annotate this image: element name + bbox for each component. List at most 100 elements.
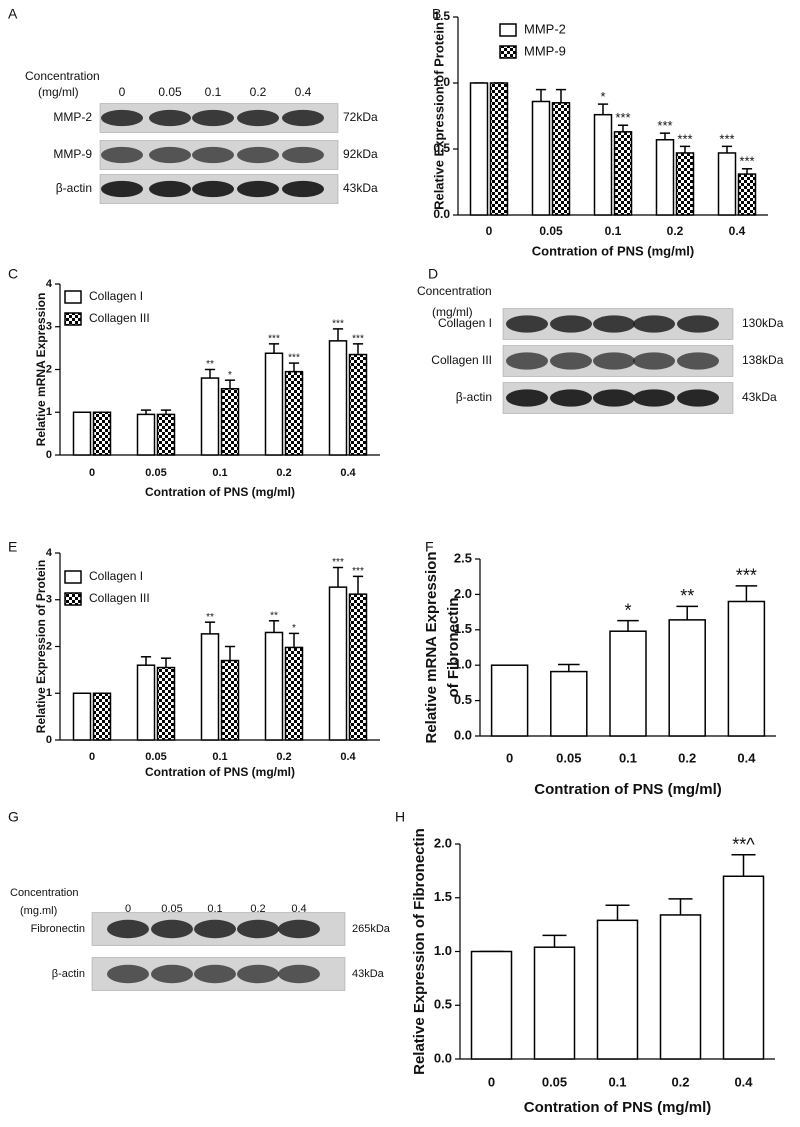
blot-band	[192, 180, 234, 198]
legend-label: MMP-9	[524, 43, 566, 58]
x-tick-label: 0.4	[340, 467, 356, 479]
y-axis-label: Relative Expression of Fibronectin	[411, 828, 428, 1075]
blot-band	[237, 180, 279, 198]
bar	[659, 914, 702, 1060]
x-tick-label: 0.2	[276, 467, 291, 479]
y-tick-label: 1.0	[433, 75, 450, 89]
lane-label: 0.4	[295, 85, 312, 99]
legend-swatch	[64, 312, 82, 326]
panel-letter: E	[8, 539, 17, 555]
blot-band	[107, 919, 149, 939]
bar	[264, 352, 284, 456]
bar	[72, 692, 92, 741]
blot-band	[151, 919, 193, 939]
blot-band	[149, 146, 191, 164]
bar	[284, 646, 304, 741]
significance: *	[228, 370, 232, 381]
bar	[533, 946, 576, 1060]
panel-letter: G	[8, 809, 19, 825]
bar	[490, 664, 529, 737]
blot-header: Concentration	[25, 69, 100, 83]
bar	[655, 139, 675, 216]
bar	[593, 113, 613, 216]
x-tick-label: 0	[488, 1074, 495, 1089]
y-tick-label: 2.5	[454, 550, 472, 565]
panel-letter: B	[432, 6, 441, 22]
significance: ***	[332, 557, 344, 568]
legend-swatch	[64, 290, 82, 304]
row-name: Fibronectin	[31, 923, 85, 935]
row-name: MMP-2	[53, 110, 92, 124]
row-name: Collagen III	[431, 353, 492, 367]
blot-band	[192, 109, 234, 127]
bar	[156, 666, 176, 741]
bar	[470, 950, 513, 1060]
row-name: MMP-9	[53, 147, 92, 161]
x-tick-label: 0.05	[539, 224, 563, 238]
x-tick-label: 0.4	[729, 224, 746, 238]
y-tick-label: 0.5	[433, 141, 450, 155]
y-tick-label: 4	[46, 278, 53, 290]
bar	[220, 387, 240, 456]
blot-header: Concentration	[417, 284, 492, 298]
significance: ***	[677, 131, 692, 146]
blot-band	[677, 352, 719, 370]
panel-letter: A	[8, 6, 18, 22]
y-tick-label: 1	[46, 687, 52, 699]
panel-letter: D	[428, 266, 438, 282]
bar	[284, 370, 304, 456]
bar	[92, 692, 112, 741]
blot-header: Concentration	[10, 887, 79, 899]
bar	[136, 664, 156, 741]
legend-label: Collagen III	[89, 311, 150, 325]
blot-band	[677, 315, 719, 333]
blot-band	[506, 352, 548, 370]
legend-swatch	[64, 592, 82, 606]
blot-band	[149, 180, 191, 198]
y-tick-label: 2.0	[434, 835, 452, 850]
row-size: 43kDa	[352, 968, 385, 980]
legend-swatch	[64, 570, 82, 584]
bar	[551, 102, 571, 216]
blot-band	[278, 919, 320, 939]
lane-label: 0.2	[250, 903, 265, 915]
bar	[328, 340, 348, 456]
panel-letter: H	[395, 809, 405, 825]
bar	[220, 659, 240, 741]
y-tick-label: 1.0	[454, 657, 472, 672]
panel-letter: F	[425, 539, 434, 555]
bar	[550, 670, 588, 737]
y-axis-label: Relative mRNA Expression	[423, 551, 440, 743]
blot-band	[593, 352, 635, 370]
y-tick-label: 2	[46, 640, 52, 652]
blot-band	[550, 352, 592, 370]
significance: **	[270, 610, 278, 621]
y-tick-label: 0.5	[434, 997, 452, 1012]
bar	[668, 619, 706, 737]
bar	[156, 413, 176, 456]
bar	[675, 152, 695, 216]
y-tick-label: 4	[46, 547, 53, 559]
y-tick-label: 0.0	[454, 727, 472, 742]
row-size: 43kDa	[343, 181, 378, 195]
significance: **^	[732, 835, 755, 855]
row-name: Collagen I	[438, 316, 492, 330]
blot-band	[194, 919, 236, 939]
y-axis-label: Relative Expression of Protein	[431, 22, 446, 210]
blot-band	[550, 315, 592, 333]
x-tick-label: 0.05	[145, 751, 166, 763]
significance: **	[206, 612, 214, 623]
legend-label: Collagen I	[89, 569, 143, 583]
x-tick-label: 0.2	[276, 751, 291, 763]
x-tick-label: 0	[506, 750, 513, 765]
bar	[328, 586, 348, 741]
y-tick-label: 1.5	[434, 889, 452, 904]
y-tick-label: 0	[46, 449, 52, 461]
row-size: 43kDa	[742, 390, 777, 404]
bar	[609, 630, 647, 737]
x-tick-label: 0.4	[734, 1074, 753, 1089]
legend-label: Collagen III	[89, 591, 150, 605]
blot-band	[282, 146, 324, 164]
bar	[92, 411, 112, 456]
